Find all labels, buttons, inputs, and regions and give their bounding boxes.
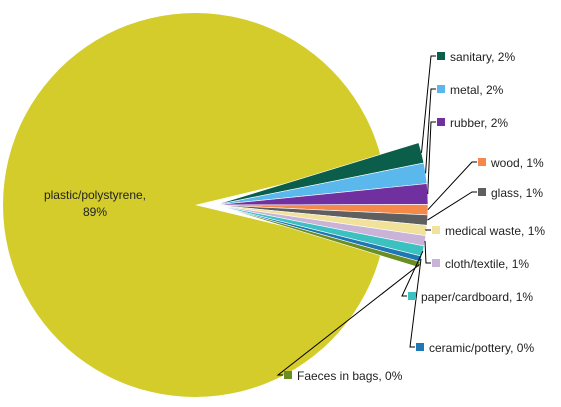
leader-rubber bbox=[427, 121, 436, 195]
leader-paper-cardboard bbox=[401, 250, 424, 297]
legend-marker-wood bbox=[478, 158, 486, 166]
legend-marker-rubber bbox=[437, 118, 445, 126]
legend-marker-metal bbox=[437, 85, 445, 93]
label-ceramic-pottery: ceramic/pottery, 0% bbox=[429, 341, 534, 355]
label-medical-waste: medical waste, 1% bbox=[445, 224, 545, 238]
leader-wood bbox=[427, 161, 477, 211]
leader-metal bbox=[425, 88, 436, 174]
slice-labels: plastic/polystyrene, 89% sanitary, 2% metal… bbox=[44, 50, 545, 383]
label-wood: wood, 1% bbox=[490, 156, 544, 170]
pie-slices bbox=[3, 13, 429, 398]
slice-plastic-polystyrene bbox=[3, 13, 382, 398]
legend-marker-glass bbox=[478, 188, 486, 196]
legend-marker-cloth-textile bbox=[432, 259, 440, 267]
legend-marker-sanitary bbox=[437, 52, 445, 60]
leader-ceramic-pottery bbox=[409, 258, 422, 348]
label-cloth-textile: cloth/textile, 1% bbox=[445, 257, 529, 271]
label-sanitary: sanitary, 2% bbox=[450, 50, 515, 64]
legend-marker-faeces-in-bags bbox=[284, 371, 292, 379]
leader-glass bbox=[427, 191, 477, 221]
label-faeces-in-bags: Faeces in bags, 0% bbox=[297, 369, 403, 383]
leader-medical-waste bbox=[424, 229, 431, 231]
label-glass: glass, 1% bbox=[491, 186, 543, 200]
legend-marker-ceramic-pottery bbox=[416, 343, 424, 351]
label-plastic-polystyrene: plastic/polystyrene, 89% bbox=[44, 188, 146, 219]
legend-marker-paper-cardboard bbox=[408, 292, 416, 300]
legend-marker-medical-waste bbox=[432, 226, 440, 234]
label-metal: metal, 2% bbox=[450, 83, 504, 97]
leader-cloth-textile bbox=[424, 240, 431, 264]
label-paper-cardboard: paper/cardboard, 1% bbox=[421, 290, 533, 304]
leader-faeces-in-bags bbox=[276, 264, 420, 376]
leader-sanitary bbox=[421, 55, 436, 153]
label-rubber: rubber, 2% bbox=[450, 116, 508, 130]
leader-lines bbox=[276, 55, 477, 376]
